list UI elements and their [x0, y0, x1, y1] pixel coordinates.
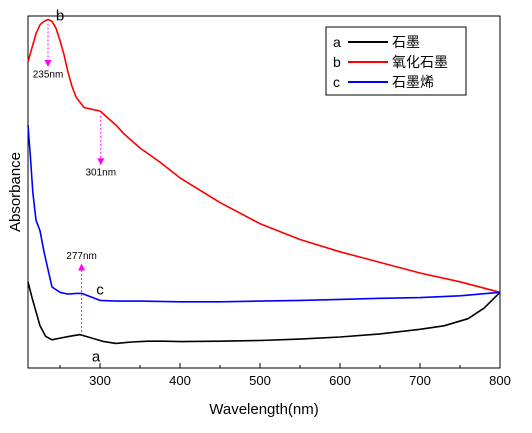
x-axis-ticks: 300 400 500 600 700 800 — [59, 363, 511, 388]
legend-label-b: 氧化石墨 — [392, 55, 448, 71]
curve-labels: a b c — [56, 8, 104, 366]
plot-frame — [27, 15, 501, 369]
x-tick-label: 300 — [89, 373, 111, 388]
curves — [27, 18, 501, 345]
x-tick-label: 500 — [249, 373, 271, 388]
legend-key-a: a — [333, 34, 341, 50]
series-line-c — [27, 125, 501, 303]
y-axis-title: Absorbance — [7, 152, 24, 232]
legend-label-c: 石墨烯 — [392, 75, 434, 91]
annotation-label: 301nm — [86, 168, 117, 179]
series-line-b — [27, 18, 501, 294]
annotation-label: 235nm — [33, 70, 64, 81]
x-tick-label: 400 — [169, 373, 191, 388]
legend: a 石墨 b 氧化石墨 c 石墨烯 — [325, 26, 467, 96]
curve-label-a: a — [92, 348, 101, 365]
annotation-label: 277nm — [66, 251, 97, 262]
series-line-a — [27, 281, 501, 345]
legend-key-b: b — [333, 54, 341, 70]
legend-label-a: 石墨 — [392, 35, 420, 51]
curve-label-b: b — [56, 8, 64, 25]
curve-label-c: c — [96, 281, 104, 298]
x-tick-label: 600 — [329, 373, 351, 388]
x-tick-label: 700 — [409, 373, 431, 388]
x-axis-title: Wavelength(nm) — [209, 401, 318, 418]
annotations: 235nm 301nm 277nm — [33, 23, 117, 333]
legend-key-c: c — [333, 74, 340, 90]
x-tick-label: 800 — [489, 373, 511, 388]
